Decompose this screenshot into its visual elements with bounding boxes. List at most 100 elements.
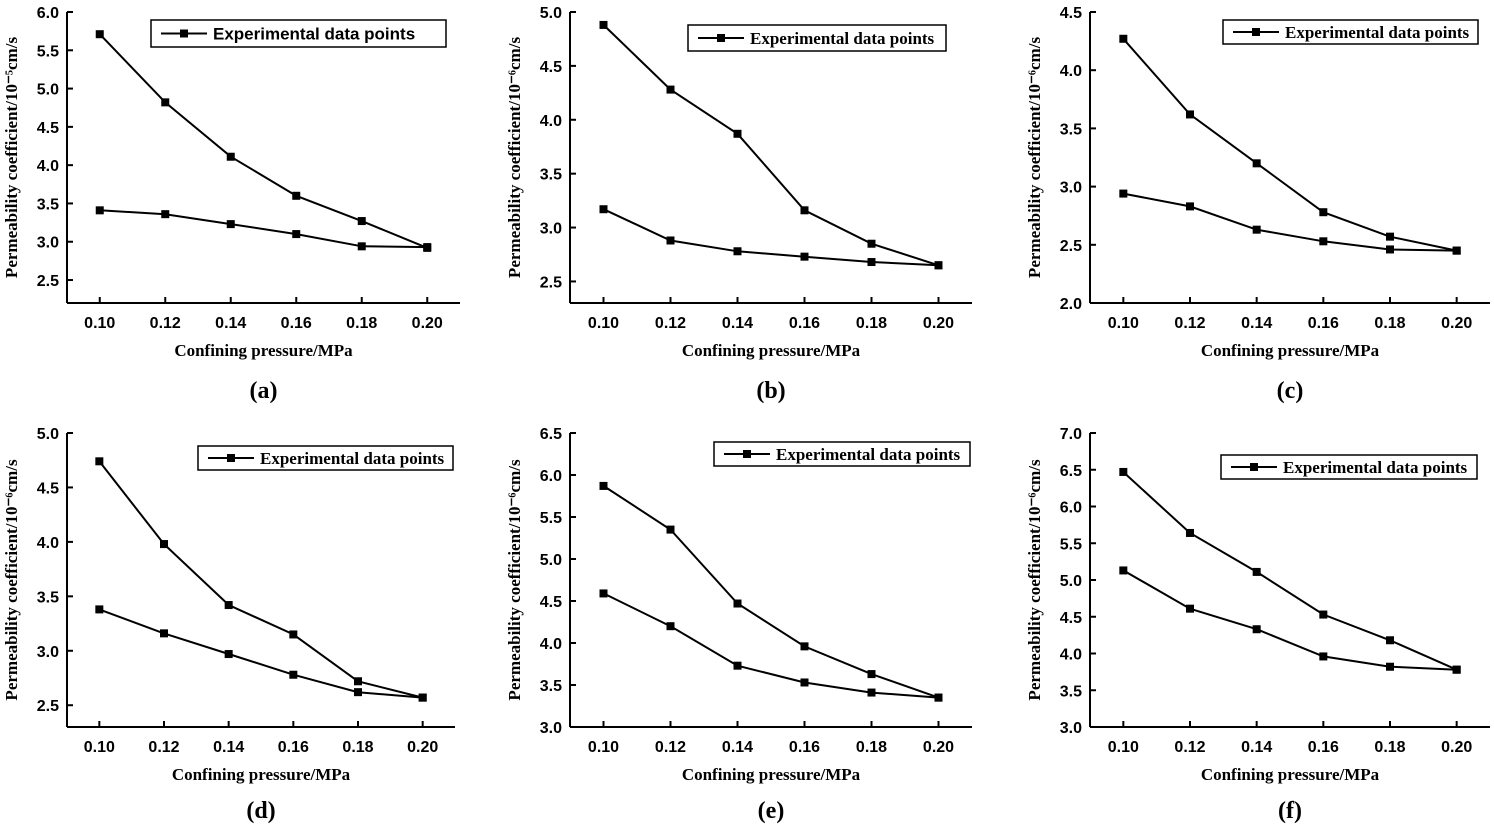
chart-panel: 3.0 3.5 4.0 4.5 5.0 5.5 6.0 6.5 0.10 0.12 0.14 0.16… — [505, 426, 972, 824]
data-point-marker — [292, 191, 301, 200]
x-tick-label: 0.12 — [1174, 315, 1205, 332]
data-point-marker — [666, 85, 675, 94]
y-tick-label: 6.0 — [540, 468, 562, 485]
data-point-marker — [1119, 566, 1128, 575]
panel-caption: (c) — [1277, 378, 1304, 404]
x-tick-label: 0.14 — [1241, 315, 1272, 332]
data-point-marker — [161, 98, 170, 107]
chart-panel: 3.0 3.5 4.0 4.5 5.0 5.5 6.0 6.5 7.0 0.10 0.12 0.14 0… — [1025, 426, 1490, 824]
x-tick-label: 0.12 — [655, 739, 686, 756]
data-point-marker — [1319, 208, 1328, 217]
data-point-marker — [800, 252, 809, 261]
data-point-marker — [357, 242, 366, 251]
x-tick-label: 0.20 — [407, 739, 438, 756]
data-point-marker — [354, 677, 362, 686]
chart-panel: 2.5 3.0 3.5 4.0 4.5 5.0 0.10 0.12 0.14 0.16 0.18 0.… — [505, 5, 972, 404]
y-tick-label: 5.5 — [540, 510, 562, 527]
x-tick-label: 0.14 — [722, 739, 753, 756]
y-axis-title: Permeability coefficient/10⁻⁶cm/s — [1025, 37, 1044, 279]
legend: Experimental data points — [687, 24, 947, 52]
data-point-marker — [1186, 604, 1194, 613]
series-line-lower — [603, 592, 939, 699]
data-point-marker — [1119, 467, 1128, 476]
x-tick-label: 0.14 — [722, 315, 753, 332]
data-point-marker — [1319, 610, 1328, 619]
series-line-lower — [99, 209, 428, 249]
y-tick-label: 5.0 — [37, 82, 59, 99]
x-tick-label: 0.14 — [1241, 739, 1272, 756]
y-tick-label: 3.0 — [1060, 180, 1082, 197]
x-axis-title: Confining pressure/MPa — [682, 765, 861, 784]
data-point-marker — [95, 605, 104, 614]
y-tick-label: 2.5 — [37, 698, 59, 715]
x-axis-title: Confining pressure/MPa — [172, 765, 351, 784]
data-point-marker — [224, 601, 233, 610]
data-point-marker — [1319, 237, 1328, 246]
x-tick-label: 0.20 — [1441, 739, 1472, 756]
y-tick-label: 5.0 — [1060, 573, 1082, 590]
legend-label: Experimental data points — [260, 449, 445, 468]
data-point-marker — [867, 670, 876, 679]
data-point-marker — [1386, 245, 1394, 254]
data-point-marker — [1452, 665, 1461, 674]
x-axis-title: Confining pressure/MPa — [682, 341, 861, 360]
data-point-marker — [224, 650, 233, 659]
x-tick-label: 0.16 — [1308, 739, 1339, 756]
y-tick-label: 4.0 — [37, 158, 59, 175]
data-point-marker — [666, 236, 675, 245]
series-line-lower — [1123, 192, 1457, 252]
data-point-marker — [934, 261, 943, 270]
data-point-marker — [226, 220, 235, 229]
legend-marker-icon — [180, 29, 188, 38]
data-point-marker — [1186, 110, 1194, 119]
data-point-marker — [95, 30, 104, 39]
data-point-marker — [160, 629, 168, 638]
y-tick-label: 3.5 — [1060, 121, 1082, 138]
x-tick-label: 0.20 — [412, 315, 443, 332]
y-tick-label: 3.0 — [1060, 720, 1082, 737]
y-tick-label: 5.0 — [540, 552, 562, 569]
data-point-marker — [1252, 625, 1261, 634]
y-tick-label: 2.0 — [1060, 296, 1082, 313]
y-tick-label: 5.5 — [1060, 536, 1082, 553]
y-axis-title: Permeability coefficient/10⁻⁶cm/s — [1025, 459, 1044, 701]
legend-label: Experimental data points — [776, 445, 961, 464]
x-tick-label: 0.16 — [789, 315, 820, 332]
data-point-marker — [666, 622, 675, 631]
data-point-marker — [226, 152, 235, 161]
x-tick-label: 0.20 — [923, 315, 954, 332]
data-point-marker — [1386, 662, 1394, 671]
series-line-lower — [1122, 569, 1457, 671]
panel-caption: (b) — [756, 378, 785, 404]
y-tick-label: 5.0 — [540, 5, 562, 22]
data-point-marker — [733, 599, 742, 608]
legend: Experimental data points — [197, 445, 454, 471]
legend-marker-icon — [743, 450, 751, 458]
x-tick-label: 0.14 — [215, 315, 246, 332]
y-tick-label: 4.0 — [1060, 647, 1082, 664]
series-line-upper — [602, 485, 939, 699]
data-point-marker — [1252, 567, 1261, 576]
y-tick-label: 5.0 — [37, 426, 59, 443]
x-tick-label: 0.20 — [1441, 315, 1472, 332]
chart-panel: 2.5 3.0 3.5 4.0 4.5 5.0 0.10 0.12 0.14 0.16 0.18 0.… — [2, 426, 455, 824]
y-tick-label: 3.0 — [540, 720, 562, 737]
y-tick-label: 3.5 — [37, 589, 59, 606]
data-point-marker — [423, 243, 432, 252]
x-tick-label: 0.12 — [148, 739, 179, 756]
y-tick-label: 5.5 — [37, 43, 59, 60]
x-axis-title: Confining pressure/MPa — [1201, 765, 1380, 784]
y-tick-label: 3.5 — [1060, 683, 1082, 700]
y-axis-title: Permeability coefficient/10⁻⁵cm/s — [2, 37, 21, 279]
x-tick-label: 0.10 — [588, 315, 619, 332]
data-point-marker — [733, 247, 742, 256]
data-point-marker — [800, 206, 809, 215]
legend: Experimental data points — [1220, 454, 1478, 480]
data-point-marker — [867, 258, 876, 267]
y-tick-label: 2.5 — [1060, 238, 1082, 255]
x-tick-label: 0.10 — [588, 739, 619, 756]
data-point-marker — [1386, 636, 1394, 645]
data-point-marker — [599, 20, 608, 29]
panel-caption: (a) — [250, 378, 278, 404]
